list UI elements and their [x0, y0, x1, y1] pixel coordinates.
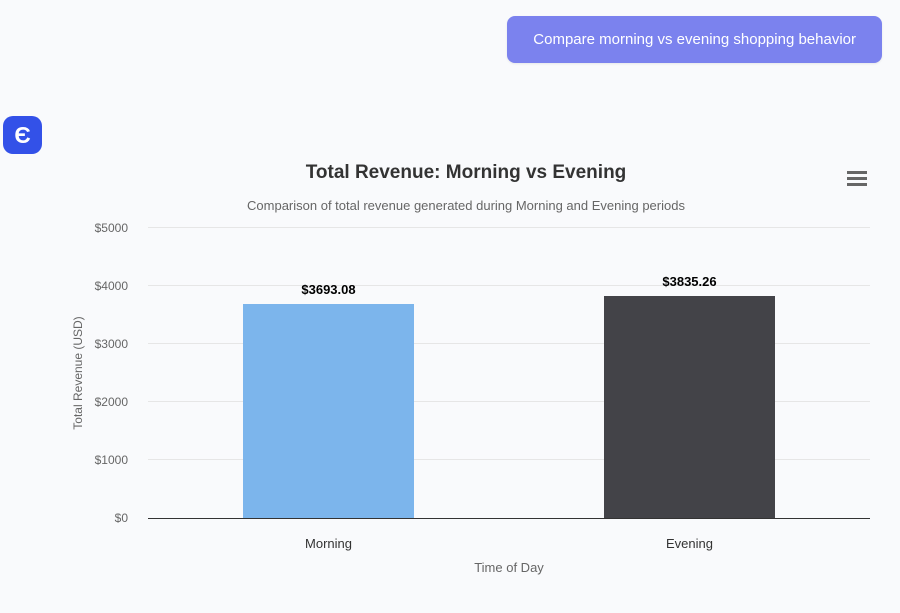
y-tick-label: $1000 — [94, 453, 128, 467]
y-tick-label: $5000 — [94, 221, 128, 235]
gridline — [148, 343, 870, 344]
revenue-bar-chart: Total Revenue: Morning vs Evening Compar… — [60, 150, 872, 580]
x-axis-title: Time of Day — [474, 560, 544, 575]
plot-area: $3693.08 $3835.26 — [148, 227, 870, 519]
chart-title: Total Revenue: Morning vs Evening — [305, 162, 627, 183]
x-category-label: Morning — [305, 536, 352, 551]
gridline — [148, 285, 870, 286]
chart-subtitle: Comparison of total revenue generated du… — [247, 198, 685, 213]
gridline — [148, 227, 870, 228]
bar-value-label: $3835.26 — [662, 274, 717, 289]
y-tick-label: $4000 — [94, 279, 128, 293]
gridline — [148, 459, 870, 460]
bar-evening[interactable] — [604, 296, 775, 518]
bar-value-label: $3693.08 — [301, 282, 356, 297]
compare-shopping-behavior-button[interactable]: Compare morning vs evening shopping beha… — [507, 16, 882, 63]
y-tick-label: $0 — [114, 511, 128, 525]
x-axis-line — [148, 518, 870, 519]
app-logo-avatar: Є — [3, 116, 42, 154]
x-category-label: Evening — [666, 536, 713, 551]
gridline — [148, 401, 870, 402]
y-tick-label: $3000 — [94, 337, 128, 351]
hamburger-icon — [847, 182, 867, 186]
hamburger-icon — [847, 176, 867, 180]
y-axis-title: Total Revenue (USD) — [71, 316, 85, 430]
y-axis-tick-labels: $0 $1000 $2000 $3000 $4000 $5000 — [40, 221, 128, 525]
chart-context-menu-button[interactable] — [844, 166, 870, 190]
logo-glyph-icon: Є — [14, 121, 31, 148]
y-tick-label: $2000 — [94, 395, 128, 409]
bar-morning[interactable] — [243, 304, 414, 518]
hamburger-icon — [847, 170, 867, 174]
